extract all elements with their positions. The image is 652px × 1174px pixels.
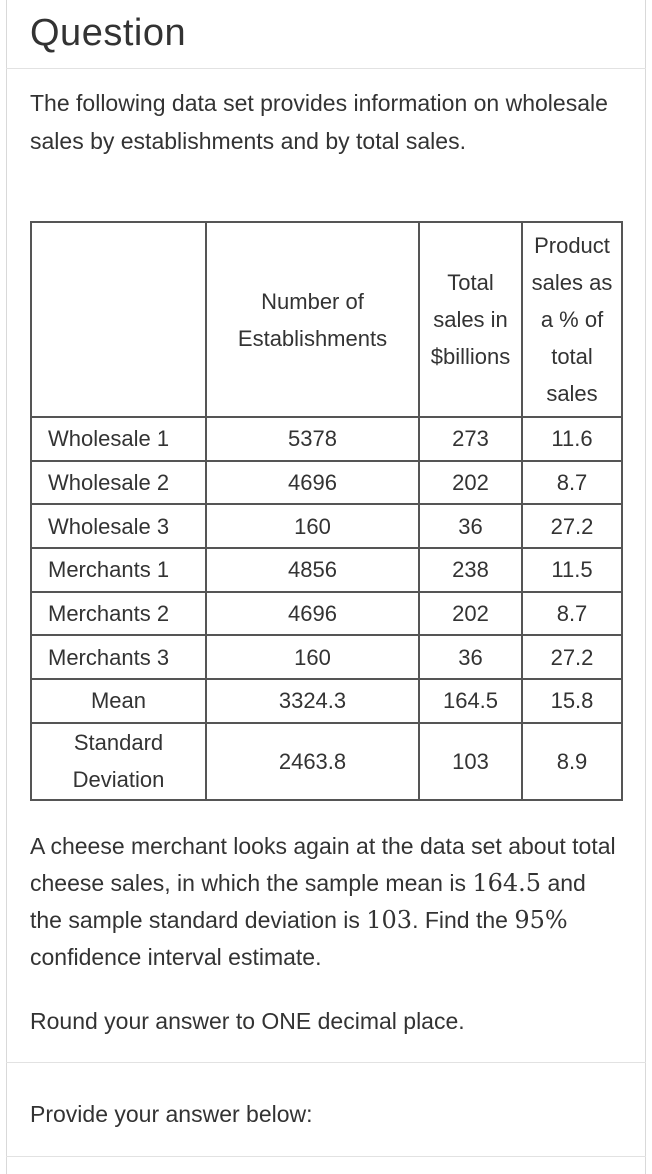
divider xyxy=(6,1156,646,1157)
cell-total-sales: 273 xyxy=(418,416,523,462)
cell-total-sales: 36 xyxy=(418,503,523,550)
cell-establishments: 4696 xyxy=(205,459,420,506)
cell-product-pct: 8.7 xyxy=(521,590,623,637)
problem-text-part: confidence interval estimate. xyxy=(30,944,322,970)
problem-text-part: . Find the xyxy=(412,907,515,933)
row-label: Mean xyxy=(30,678,207,724)
table-row-std-dev: Standard Deviation 2463.8 103 8.9 xyxy=(30,721,623,802)
row-label: Wholesale 3 xyxy=(30,503,207,550)
table-row: Merchants 3 160 36 27.2 xyxy=(30,634,623,681)
row-label: Merchants 2 xyxy=(30,590,207,637)
header-empty-cell xyxy=(30,220,207,419)
cell-total-sales: 238 xyxy=(418,547,523,593)
cell-total-sales: 36 xyxy=(418,634,523,681)
cell-product-pct: 15.8 xyxy=(521,678,623,724)
table-row: Wholesale 3 160 36 27.2 xyxy=(30,503,623,550)
cell-establishments: 160 xyxy=(205,634,420,681)
sample-sd-value: 103 xyxy=(366,906,413,934)
cell-establishments: 3324.3 xyxy=(205,678,420,724)
cell-product-pct: 8.9 xyxy=(521,721,623,802)
question-title: Question xyxy=(30,12,187,54)
divider xyxy=(6,68,646,69)
header-total-sales: Total sales in $billions xyxy=(418,220,523,419)
answer-prompt: Provide your answer below: xyxy=(30,1101,313,1127)
rounding-instruction: Round your answer to ONE decimal place. xyxy=(30,1008,465,1034)
cell-total-sales: 202 xyxy=(418,590,523,637)
cell-establishments: 2463.8 xyxy=(205,721,420,802)
cell-total-sales: 164.5 xyxy=(418,678,523,724)
problem-text-part: A cheese merchant looks again at the dat… xyxy=(30,833,616,896)
cell-total-sales: 103 xyxy=(418,721,523,802)
row-label: Wholesale 2 xyxy=(30,459,207,506)
problem-text: A cheese merchant looks again at the dat… xyxy=(30,828,620,976)
cell-establishments: 160 xyxy=(205,503,420,550)
table-header-row: Number of Establishments Total sales in … xyxy=(30,220,623,419)
header-product-pct: Product sales as a % of total sales xyxy=(521,220,623,419)
question-card xyxy=(6,0,646,1174)
row-label: Wholesale 1 xyxy=(30,416,207,462)
table-row: Wholesale 2 4696 202 8.7 xyxy=(30,459,623,506)
cell-establishments: 4696 xyxy=(205,590,420,637)
cell-product-pct: 11.5 xyxy=(521,547,623,593)
cell-product-pct: 27.2 xyxy=(521,503,623,550)
table-row: Wholesale 1 5378 273 11.6 xyxy=(30,416,623,462)
cell-product-pct: 11.6 xyxy=(521,416,623,462)
cell-establishments: 4856 xyxy=(205,547,420,593)
cell-total-sales: 202 xyxy=(418,459,523,506)
cell-product-pct: 8.7 xyxy=(521,459,623,506)
intro-text: The following data set provides informat… xyxy=(30,90,608,154)
cell-product-pct: 27.2 xyxy=(521,634,623,681)
confidence-level: 95% xyxy=(514,906,568,934)
problem-text-part: and the sample standard deviation is xyxy=(30,870,586,933)
cell-establishments: 5378 xyxy=(205,416,420,462)
header-establishments: Number of Establishments xyxy=(205,220,420,419)
sample-mean-value: 164.5 xyxy=(472,869,542,897)
table-row: Merchants 2 4696 202 8.7 xyxy=(30,590,623,637)
divider xyxy=(6,1062,646,1063)
table-row: Merchants 1 4856 238 11.5 xyxy=(30,547,623,593)
data-table: Number of Establishments Total sales in … xyxy=(30,220,623,802)
row-label: Merchants 3 xyxy=(30,634,207,681)
table-row-mean: Mean 3324.3 164.5 15.8 xyxy=(30,678,623,724)
row-label: Merchants 1 xyxy=(30,547,207,593)
row-label: Standard Deviation xyxy=(30,721,207,802)
